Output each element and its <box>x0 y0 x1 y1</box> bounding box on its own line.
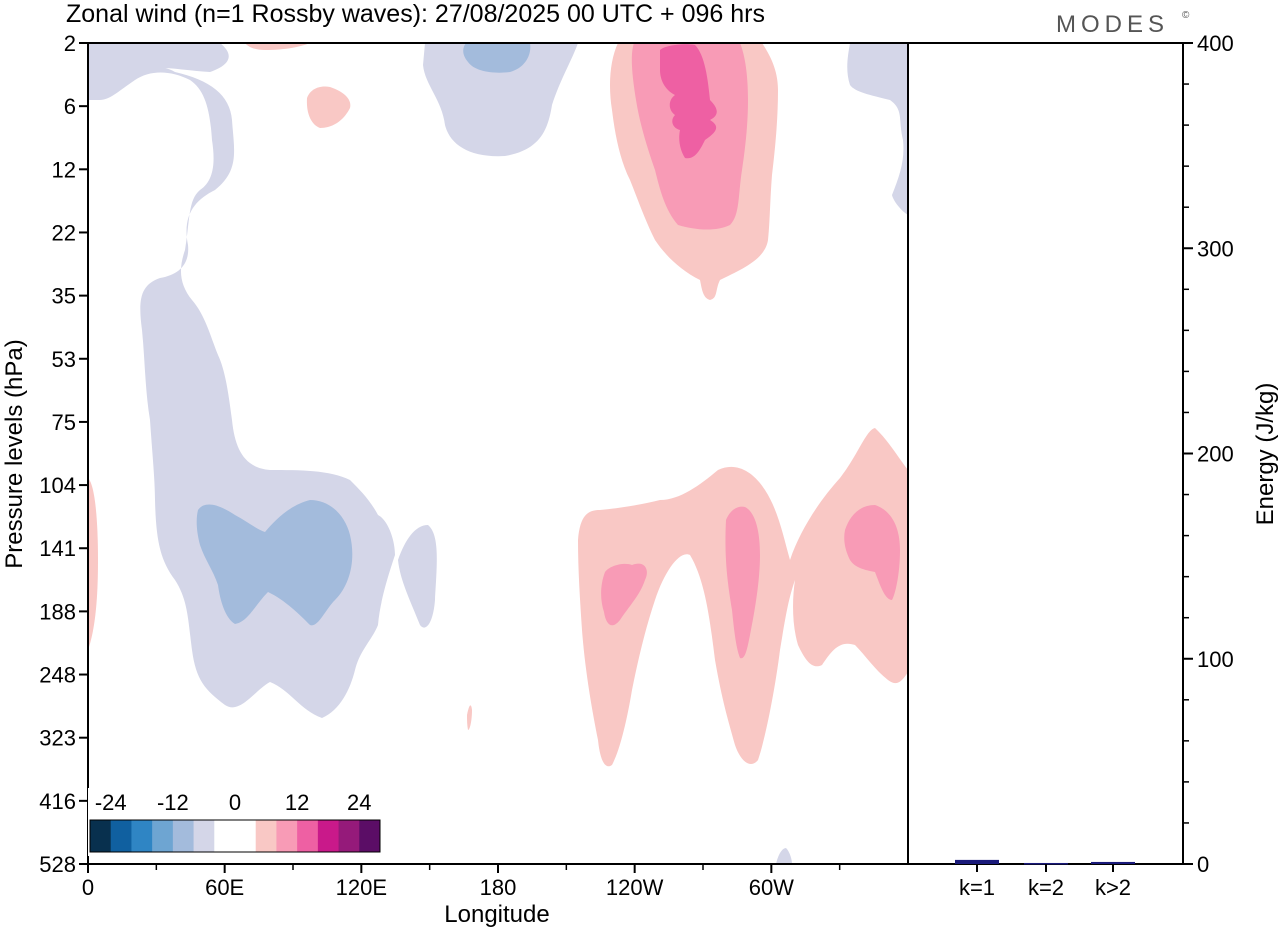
energy-tick-label: 400 <box>1197 31 1234 56</box>
y-tick-label: 12 <box>52 157 76 182</box>
pos-region-west-edge <box>88 478 98 650</box>
colorbar-swatch <box>276 820 298 852</box>
x-tick-label: 60W <box>749 875 794 900</box>
brand-mark: © <box>1182 10 1190 21</box>
pos-region-strat-max <box>660 44 717 159</box>
energy-tick-label: 300 <box>1197 236 1234 261</box>
neg-region-west-column-top <box>88 43 229 95</box>
y-tick-label: 248 <box>39 663 76 688</box>
pos-core-trop-lobe-1 <box>601 563 647 626</box>
colorbar-swatch <box>255 820 277 852</box>
energy-axis-label: Energy (J/kg) <box>1252 383 1279 526</box>
pos-region-isolated-sliver <box>467 705 472 730</box>
y-tick-label: 416 <box>39 789 76 814</box>
colorbar-label: -24 <box>95 790 127 815</box>
colorbar-swatch <box>193 820 215 852</box>
energy-tick-label: 200 <box>1197 442 1234 467</box>
energy-bar <box>955 859 999 864</box>
colorbar-swatch <box>338 820 360 852</box>
colorbar-swatch <box>214 820 236 852</box>
neg-region-dateline-top <box>423 43 578 157</box>
energy-category-label: k=2 <box>1028 875 1064 900</box>
colorbar-label: -12 <box>157 790 189 815</box>
y-tick-label: 22 <box>52 220 76 245</box>
energy-bar <box>1091 861 1135 864</box>
pos-core-trop-lobe-2 <box>725 506 760 659</box>
energy-axis: 0 100 200 300 400 <box>1183 31 1234 877</box>
neg-region-east-edge <box>847 43 908 215</box>
energy-category-label: k>2 <box>1095 875 1131 900</box>
y-axis-label: Pressure levels (hPa) <box>1 339 28 568</box>
y-tick-label: 35 <box>52 284 76 309</box>
energy-bars: k=1 k=2 k>2 <box>955 859 1135 900</box>
y-tick-label: 75 <box>52 410 76 435</box>
y-tick-label: 141 <box>39 536 76 561</box>
chart-title: Zonal wind (n=1 Rossby waves): 27/08/202… <box>66 0 765 28</box>
colorbar-swatch <box>297 820 319 852</box>
neg-core-upper-trop <box>196 500 353 626</box>
x-tick-label: 0 <box>82 875 94 900</box>
colorbar-swatch <box>172 820 195 852</box>
x-tick-label: 120E <box>336 875 387 900</box>
energy-tick-label: 0 <box>1197 852 1209 877</box>
colorbar-swatch <box>152 820 174 852</box>
y-tick-label: 323 <box>39 726 76 751</box>
y-tick-label: 104 <box>39 473 76 498</box>
pressure-axis: 2 6 12 22 35 53 75 104 141 188 248 323 416 528 <box>39 31 88 877</box>
neg-region-small-lobe <box>398 525 437 628</box>
longitude-axis: 0 60E 120E 180 120W 60W <box>82 864 841 900</box>
y-tick-label: 53 <box>52 347 76 372</box>
energy-frame <box>907 42 1184 865</box>
y-tick-label: 528 <box>39 852 76 877</box>
y-tick-label: 188 <box>39 599 76 624</box>
x-tick-label: 120W <box>606 875 664 900</box>
brand-text: MODES <box>1056 11 1169 38</box>
neg-core-dateline-top <box>463 43 531 73</box>
energy-bar <box>1024 862 1068 865</box>
colorbar-swatch <box>131 820 153 852</box>
colorbar-swatch <box>110 820 132 852</box>
energy-tick-label: 100 <box>1197 647 1234 672</box>
colorbar: -24 -12 0 12 24 <box>88 788 382 856</box>
x-tick-label: 60E <box>205 875 244 900</box>
colorbar-swatch <box>317 820 340 852</box>
pos-region-west-small <box>306 86 351 128</box>
neg-region-surface-blip <box>776 848 792 864</box>
y-tick-label: 6 <box>64 94 76 119</box>
colorbar-frame <box>89 819 381 853</box>
brand-logo: MODES © <box>1056 10 1190 38</box>
pos-region-top-west <box>245 43 310 50</box>
x-tick-label: 180 <box>480 875 517 900</box>
y-tick-label: 2 <box>64 31 76 56</box>
x-axis-label: Longitude <box>444 901 549 928</box>
colorbar-label: 0 <box>229 790 241 815</box>
colorbar-swatch <box>90 820 112 852</box>
colorbar-label: 24 <box>347 790 371 815</box>
energy-bar-chart <box>907 42 1184 865</box>
colorbar-swatch <box>235 820 257 852</box>
energy-category-label: k=1 <box>959 875 995 900</box>
colorbar-label: 12 <box>285 790 309 815</box>
pos-core-trop-lobe-3 <box>844 505 900 600</box>
colorbar-swatch <box>359 820 381 852</box>
contour-plot <box>87 42 909 865</box>
